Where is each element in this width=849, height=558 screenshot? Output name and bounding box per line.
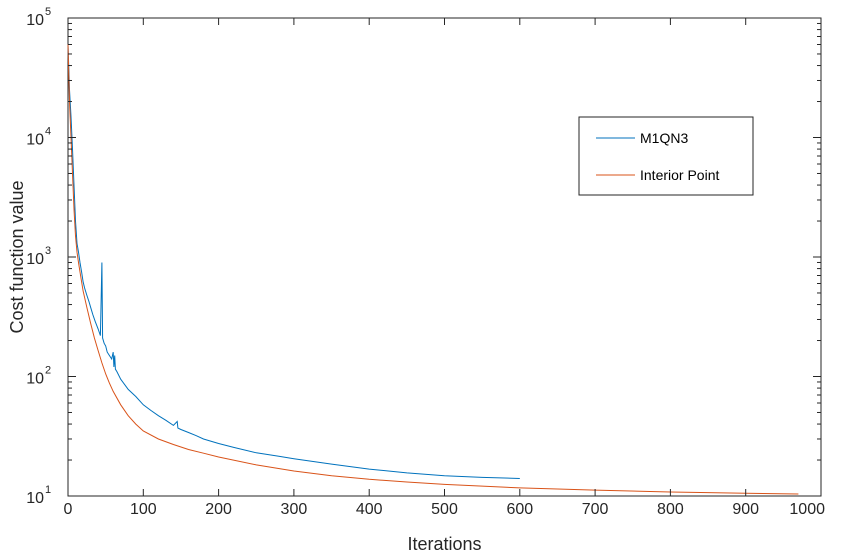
y-tick-label: 10 5 bbox=[26, 6, 51, 29]
ticks-layer bbox=[67, 17, 822, 497]
y-tick-label-base: 10 bbox=[26, 132, 44, 149]
legend-box bbox=[578, 116, 754, 196]
x-tick-label: 300 bbox=[281, 501, 308, 518]
legend-entry: M1QN3 bbox=[640, 130, 688, 146]
y-tick-label-base: 10 bbox=[26, 12, 44, 29]
series-layer bbox=[67, 44, 799, 495]
y-tick-label-exp: 1 bbox=[45, 484, 51, 496]
y-tick-label-base: 10 bbox=[26, 490, 44, 507]
y-tick-label-exp: 5 bbox=[45, 6, 51, 18]
x-tick-label: 700 bbox=[582, 501, 609, 518]
y-tick-label-base: 10 bbox=[26, 371, 44, 388]
legend: M1QN3 Interior Point bbox=[578, 116, 754, 196]
y-axis-title: Cost function value bbox=[7, 180, 27, 333]
y-tick-label-exp: 4 bbox=[45, 126, 51, 138]
plot-frame bbox=[67, 17, 822, 497]
x-axis-title: Iterations bbox=[407, 534, 481, 554]
plot-area bbox=[67, 17, 822, 497]
x-tick-label: 1000 bbox=[789, 501, 825, 518]
y-tick-label: 10 2 bbox=[26, 365, 51, 388]
y-tick-label: 10 3 bbox=[26, 245, 51, 268]
x-tick-label: 500 bbox=[431, 501, 458, 518]
series-line-interior-point bbox=[67, 44, 799, 495]
series-line-m1qn3 bbox=[67, 44, 520, 479]
y-tick-label: 10 1 bbox=[26, 484, 51, 507]
x-tick-label: 600 bbox=[506, 501, 533, 518]
legend-entry: Interior Point bbox=[640, 167, 719, 183]
x-tick-label: 200 bbox=[205, 501, 232, 518]
y-tick-label-exp: 3 bbox=[45, 245, 51, 257]
y-tick-label-exp: 2 bbox=[45, 365, 51, 377]
x-tick-label: 0 bbox=[64, 501, 73, 518]
x-tick-label: 800 bbox=[657, 501, 684, 518]
x-tick-label: 400 bbox=[356, 501, 383, 518]
y-tick-label: 10 4 bbox=[26, 126, 51, 149]
y-tick-label-base: 10 bbox=[26, 251, 44, 268]
x-tick-label: 900 bbox=[732, 501, 759, 518]
x-tick-label: 100 bbox=[130, 501, 157, 518]
